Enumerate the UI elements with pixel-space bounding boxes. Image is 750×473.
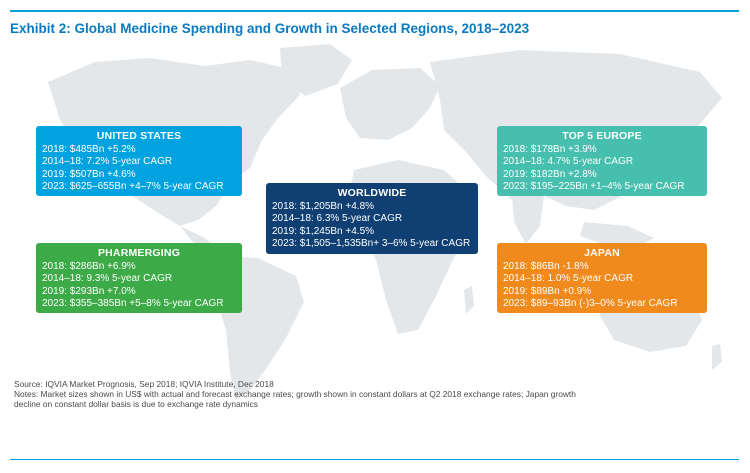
region-title: UNITED STATES — [96, 130, 182, 142]
region-title: PHARMERGING — [97, 247, 181, 259]
region-box-pharmerging: PHARMERGING 2018: $286Bn +6.9% 2014–18: … — [36, 243, 242, 313]
region-stat-line: 2018: $86Bn -1.8% — [503, 260, 589, 272]
region-stat-line: 2019: $89Bn +0.9% — [503, 285, 592, 297]
region-stat-line: 2023: $625–655Bn +4–7% 5-year CAGR — [42, 181, 224, 193]
region-stat-line: 2018: $1,205Bn +4.8% — [272, 200, 375, 212]
region-stat-line: 2014–18: 7.2% 5-year CAGR — [42, 156, 173, 168]
region-stat-line: 2018: $485Bn +5.2% — [42, 143, 136, 155]
notes-line: decline on constant dollar basis is due … — [14, 399, 258, 410]
source-line: Source: IQVIA Market Prognosis, Sep 2018… — [14, 379, 274, 389]
region-stat-line: 2014–18: 9.3% 5-year CAGR — [42, 273, 173, 285]
region-box-japan: JAPAN 2018: $86Bn -1.8% 2014–18: 1.0% 5-… — [497, 243, 707, 313]
notes-line: Notes: Market sizes shown in US$ with ac… — [14, 389, 576, 400]
region-stat-line: 2019: $507Bn +4.6% — [42, 168, 136, 180]
region-stat-line: 2014–18: 6.3% 5-year CAGR — [272, 213, 403, 225]
region-stat-line: 2014–18: 4.7% 5-year CAGR — [503, 156, 634, 168]
region-stat-line: 2019: $182Bn +2.8% — [503, 168, 597, 180]
region-stat-line: 2018: $178Bn +3.9% — [503, 143, 597, 155]
region-stat-line: 2023: $1,505–1,535Bn+ 3–6% 5-year CAGR — [272, 238, 471, 250]
region-title: JAPAN — [584, 247, 620, 259]
region-stat-line: 2023: $89–93Bn (-)3–0% 5-year CAGR — [503, 298, 678, 310]
top-rule — [10, 10, 739, 12]
page-title: Exhibit 2: Global Medicine Spending and … — [10, 21, 530, 36]
region-box-worldwide: WORLDWIDE 2018: $1,205Bn +4.8% 2014–18: … — [266, 183, 478, 254]
region-title: TOP 5 EUROPE — [562, 130, 642, 142]
region-stat-line: 2023: $195–225Bn +1–4% 5-year CAGR — [503, 181, 685, 193]
region-stat-line: 2019: $293Bn +7.0% — [42, 285, 136, 297]
region-stat-line: 2018: $286Bn +6.9% — [42, 260, 136, 272]
region-stat-line: 2014–18: 1.0% 5-year CAGR — [503, 273, 634, 285]
source-notes: Source: IQVIA Market Prognosis, Sep 2018… — [14, 379, 654, 410]
bottom-rule — [10, 459, 739, 460]
region-stat-line: 2019: $1,245Bn +4.5% — [272, 225, 375, 237]
region-stat-line: 2023: $355–385Bn +5–8% 5-year CAGR — [42, 298, 224, 310]
region-box-united-states: UNITED STATES 2018: $485Bn +5.2% 2014–18… — [36, 126, 242, 196]
region-box-top5-europe: TOP 5 EUROPE 2018: $178Bn +3.9% 2014–18:… — [497, 126, 707, 196]
region-title: WORLDWIDE — [337, 187, 407, 199]
